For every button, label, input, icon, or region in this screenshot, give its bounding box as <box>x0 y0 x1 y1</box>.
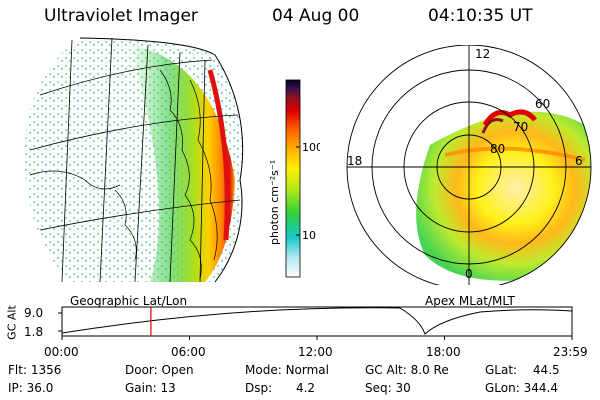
lat-label-60: 60 <box>535 97 550 111</box>
altitude-timeline: GC Alt 9.0 1.8 00:00 06:00 12:00 18:00 2… <box>24 306 588 359</box>
title-instrument: Ultraviolet Imager <box>44 6 198 26</box>
info-flt: Flt: 1356 <box>8 363 62 377</box>
mlt-label-18: 18 <box>347 154 362 168</box>
apex-label: Apex MLat/MLT <box>425 294 515 308</box>
info-glat: GLat: 44.5 <box>485 363 560 377</box>
info-mode: Mode: Normal <box>245 363 329 377</box>
mlt-label-12: 12 <box>475 47 490 61</box>
title-date: 04 Aug 00 <box>272 6 360 26</box>
info-gc-alt: GC Alt: 8.0 Re <box>365 363 449 377</box>
lat-label-80: 80 <box>490 142 505 156</box>
info-dsp: Dsp: 4.2 <box>245 381 316 395</box>
colorbar: 100 10 photon cm⁻²s⁻¹ <box>268 79 320 278</box>
timeline-ytick-1.8: 1.8 <box>24 325 43 339</box>
info-door: Door: Open <box>125 363 194 377</box>
info-glon: GLon: 344.4 <box>485 381 558 395</box>
polar-plot: 12 18 6 0 60 70 80 <box>346 45 592 285</box>
colorbar-unit: photon cm⁻²s⁻¹ <box>268 160 281 245</box>
info-gain: Gain: 13 <box>125 381 176 395</box>
timeline-ytick-9: 9.0 <box>24 306 43 320</box>
geographic-label: Geographic Lat/Lon <box>70 294 188 308</box>
mlt-label-0: 0 <box>465 267 473 281</box>
timeline-xtick-1800: 18:00 <box>426 345 461 359</box>
colorbar-tick-10: 10 <box>302 229 316 242</box>
info-ip: IP: 36.0 <box>8 381 54 395</box>
timeline-xtick-1200: 12:00 <box>298 345 333 359</box>
gc-alt-axis-label: GC Alt <box>5 305 19 340</box>
title-time: 04:10:35 UT <box>428 6 533 26</box>
timeline-xtick-0600: 06:00 <box>171 345 206 359</box>
mlt-label-6: 6 <box>575 154 583 168</box>
timeline-xtick-0000: 00:00 <box>44 345 79 359</box>
timeline-xtick-2359: 23:59 <box>553 345 588 359</box>
lat-label-70: 70 <box>513 120 528 134</box>
colorbar-tick-100: 100 <box>302 141 320 154</box>
info-seq: Seq: 30 <box>365 381 411 395</box>
